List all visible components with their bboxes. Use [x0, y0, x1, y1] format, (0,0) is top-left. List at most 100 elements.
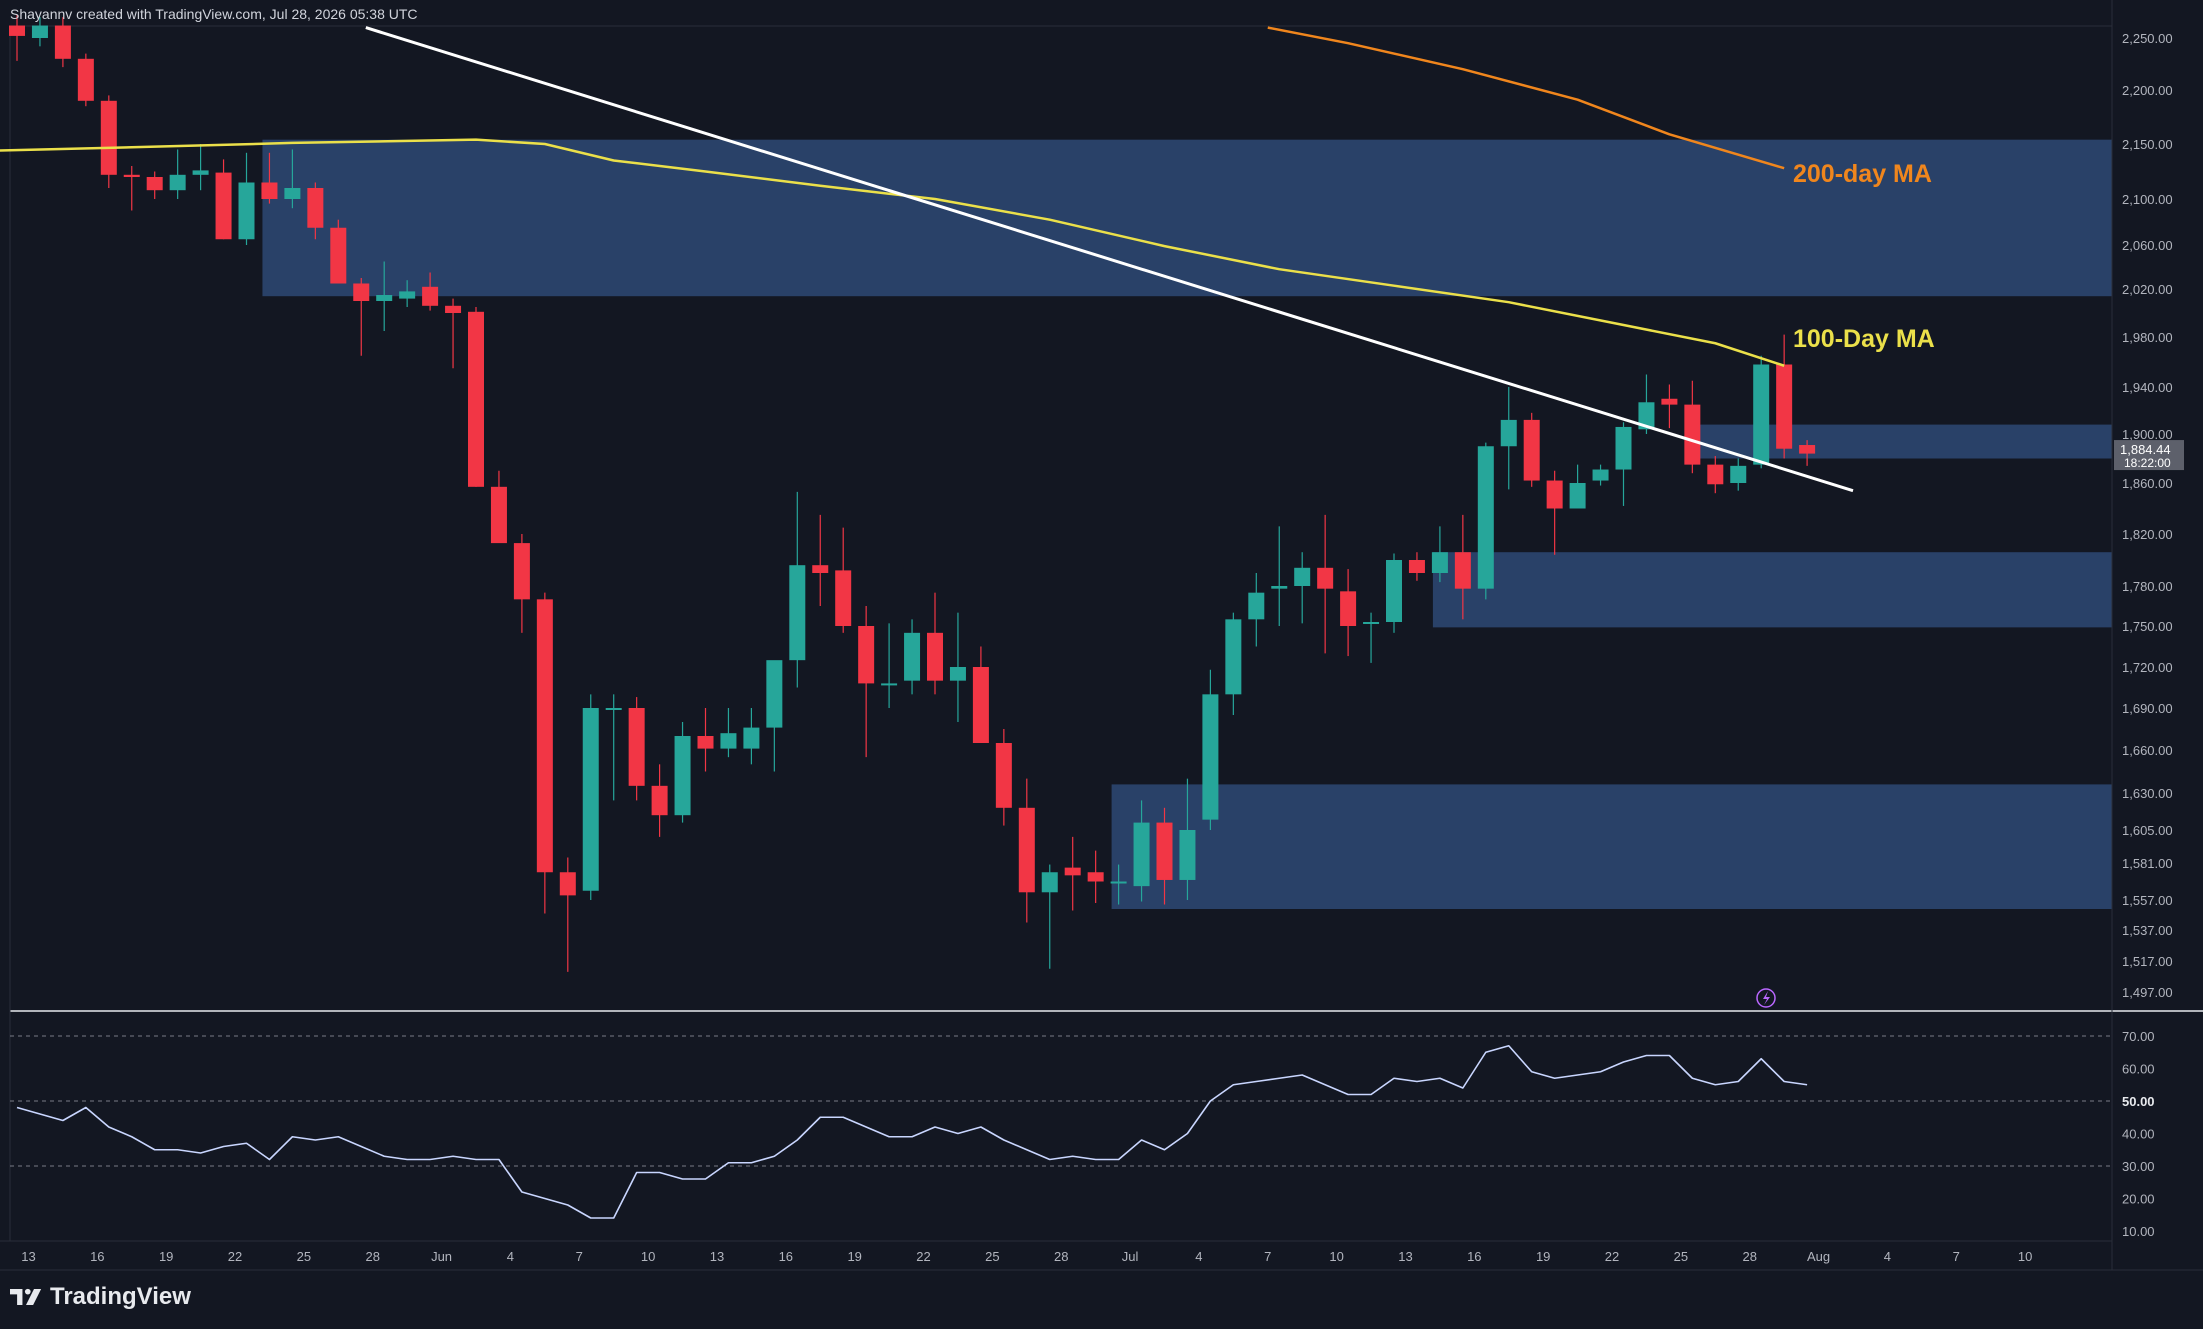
candle-body [1615, 426, 1632, 470]
candle-body [353, 283, 370, 301]
rsi-tick-label: 20.00 [2122, 1192, 2155, 1207]
price-tick-label: 1,605.00 [2122, 823, 2173, 838]
price-tick-label: 1,750.00 [2122, 619, 2173, 634]
time-tick-label: 10 [2018, 1249, 2032, 1264]
candle-body [1707, 464, 1724, 485]
candle-body [1271, 586, 1288, 589]
time-tick-label: 4 [1884, 1249, 1891, 1264]
time-tick-label: 28 [1054, 1249, 1068, 1264]
price-tick-label: 1,860.00 [2122, 476, 2173, 491]
time-tick-label: 16 [779, 1249, 793, 1264]
price-tick-label: 2,060.00 [2122, 238, 2173, 253]
price-tick-label: 1,537.00 [2122, 923, 2173, 938]
candle-body [490, 486, 507, 544]
candle-body [536, 599, 553, 873]
candle-body [812, 565, 829, 573]
candle-body [766, 660, 783, 728]
candle-body [1317, 567, 1334, 589]
candle-body [995, 743, 1012, 808]
ma200-line [1267, 26, 1785, 170]
supply-demand-zone-3 [1111, 784, 2112, 909]
candle-body [77, 58, 94, 101]
time-tick-label: 16 [90, 1249, 104, 1264]
time-tick-label: 4 [1195, 1249, 1202, 1264]
candle-body [399, 291, 416, 299]
trendline [365, 26, 1854, 493]
candle-body [605, 708, 622, 710]
time-tick-label: Jun [431, 1249, 452, 1264]
rsi-tick-label: 50.00 [2122, 1094, 2155, 1109]
ma100-label: 100-Day MA [1793, 325, 1935, 353]
candle-body [1523, 419, 1540, 481]
candle-body [1500, 419, 1517, 447]
candle-body [123, 174, 140, 177]
current-price-tag [2114, 440, 2184, 471]
candle-body [1179, 830, 1196, 880]
candle-body [697, 736, 714, 749]
supply-demand-zone-2 [1432, 552, 2112, 628]
time-tick-label: 13 [21, 1249, 35, 1264]
candle-body [1569, 483, 1586, 509]
candle-body [1294, 567, 1311, 586]
candle-body [743, 727, 760, 749]
price-tick-label: 2,020.00 [2122, 282, 2173, 297]
candle-body [1454, 552, 1471, 589]
candle-body [192, 170, 209, 175]
candle-body [1431, 552, 1448, 573]
time-tick-label: 7 [576, 1249, 583, 1264]
candle-body [559, 872, 576, 896]
tradingview-logo[interactable]: TradingView [10, 1283, 191, 1311]
price-tick-label: 1,517.00 [2122, 954, 2173, 969]
time-tick-label: 25 [297, 1249, 311, 1264]
candle-body [1064, 867, 1081, 876]
candle-body [422, 286, 439, 306]
candle-body [1638, 402, 1655, 430]
supply-demand-zone-0 [262, 139, 2113, 297]
price-tick-label: 2,150.00 [2122, 137, 2173, 152]
candle-body [1776, 364, 1793, 449]
time-tick-label: 10 [1329, 1249, 1343, 1264]
candle-body [927, 632, 943, 681]
candle-body [9, 25, 25, 36]
candle-body [468, 311, 484, 487]
price-tick-label: 1,980.00 [2122, 330, 2173, 345]
candles-layer [9, 15, 1816, 972]
time-tick-label: 19 [159, 1249, 173, 1264]
time-tick-label: 25 [1674, 1249, 1688, 1264]
tradingview-logo-icon [10, 1288, 42, 1305]
supply-demand-zone-1 [1685, 424, 2112, 459]
rsi-tick-label: 30.00 [2122, 1159, 2155, 1174]
candle-body [1018, 807, 1035, 893]
lines-layer [0, 26, 1854, 493]
rsi-tick-label: 10.00 [2122, 1224, 2155, 1239]
price-tick-label: 1,660.00 [2122, 743, 2173, 758]
candle-body [1684, 404, 1701, 465]
candle-body [1110, 881, 1127, 884]
price-tick-label: 2,250.00 [2122, 31, 2173, 46]
candle-body [1087, 872, 1104, 882]
candle-body [949, 667, 966, 681]
candle-body [582, 708, 599, 891]
countdown-label: 18:22:00 [2124, 456, 2171, 470]
time-tick-label: 28 [1742, 1249, 1756, 1264]
candle-body [330, 227, 347, 284]
candle-body [972, 667, 989, 743]
alert-icon[interactable] [1756, 988, 1776, 1008]
rsi-tick-label: 60.00 [2122, 1062, 2155, 1077]
candle-body [1477, 446, 1494, 589]
ma200-label: 200-day MA [1793, 160, 1932, 188]
candle-body [31, 25, 48, 38]
price-tick-label: 1,900.00 [2122, 427, 2173, 442]
candle-body [1340, 591, 1357, 626]
time-tick-label: Aug [1807, 1249, 1830, 1264]
price-tick-label: 1,820.00 [2122, 527, 2173, 542]
candle-body [1156, 822, 1173, 880]
candle-body [628, 708, 645, 786]
time-tick-label: 22 [1605, 1249, 1619, 1264]
candle-body [1661, 398, 1678, 405]
price-tick-label: 1,940.00 [2122, 380, 2173, 395]
candle-body [1753, 364, 1770, 465]
candle-body [445, 305, 462, 313]
candle-body [904, 632, 921, 681]
